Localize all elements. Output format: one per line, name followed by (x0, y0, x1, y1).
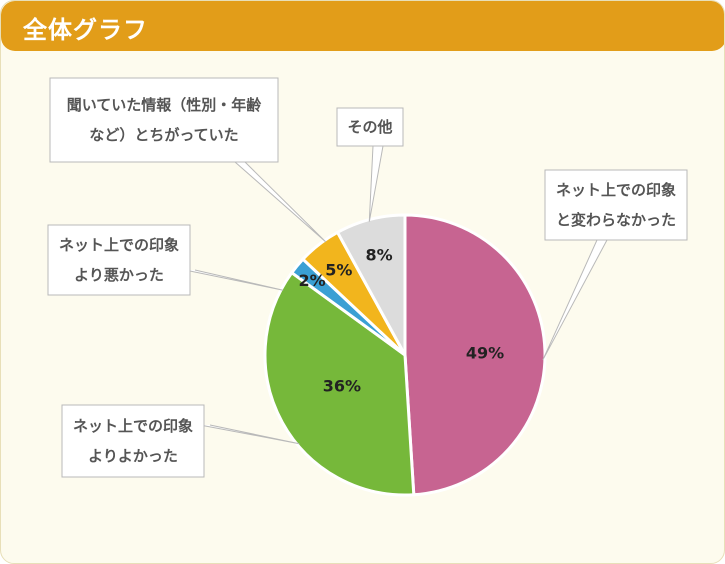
percent-labels: 49% 36% 2%5% 8% (298, 245, 504, 395)
callout-box-other (336, 107, 404, 147)
callout-leader-other (368, 145, 384, 222)
pie-slice-better-than-online (263, 271, 416, 497)
callout-other: その他 (336, 107, 404, 147)
callout-text-better-than-online-1: ネット上での印象 (73, 417, 193, 435)
callout-leader-better-than-online (199, 424, 300, 445)
callout-box-worse-than-online (47, 224, 191, 296)
callout-text-worse-than-online-1: ネット上での印象 (59, 236, 179, 254)
callout-text-worse-than-online-2: より悪かった (74, 266, 164, 284)
header-bar: 全体グラフ (1, 1, 724, 51)
callout-leader-same-as-online (542, 239, 608, 361)
pie-slices (263, 213, 547, 497)
pie-slice-same-as-online (403, 213, 547, 497)
callout-leader-different-from-info (234, 161, 327, 243)
callout-leaders (184, 145, 608, 445)
percent-label-other: 8% (366, 245, 393, 264)
page-title: 全体グラフ (23, 16, 148, 44)
callout-text-same-as-online-1: ネット上での印象 (556, 181, 676, 199)
callout-text-better-than-online-2: よりよかった (88, 447, 178, 465)
percent-label-better-than-online: 36% (323, 377, 361, 396)
callout-box-different-from-info (49, 77, 279, 163)
callout-text-other-1: その他 (347, 118, 392, 136)
percent-label-worse-than-online: 2% (298, 271, 325, 290)
callout-box-better-than-online (61, 404, 205, 478)
callout-box-same-as-online (544, 169, 688, 241)
callout-leader-worse-than-online (184, 269, 284, 291)
callout-text-different-from-info-2: など）とちがっていた (89, 126, 238, 144)
percent-label-same-as-online: 49% (466, 344, 504, 363)
callout-text-same-as-online-2: と変わらなかった (556, 211, 676, 229)
callout-text-different-from-info-1: 聞いていた情報（性別・年齢 (67, 96, 263, 114)
callout-boxes: ネット上での印象と変わらなかったネット上での印象よりよかったネット上での印象より… (47, 77, 688, 478)
percent-label-different-from-info: 5% (325, 261, 352, 280)
